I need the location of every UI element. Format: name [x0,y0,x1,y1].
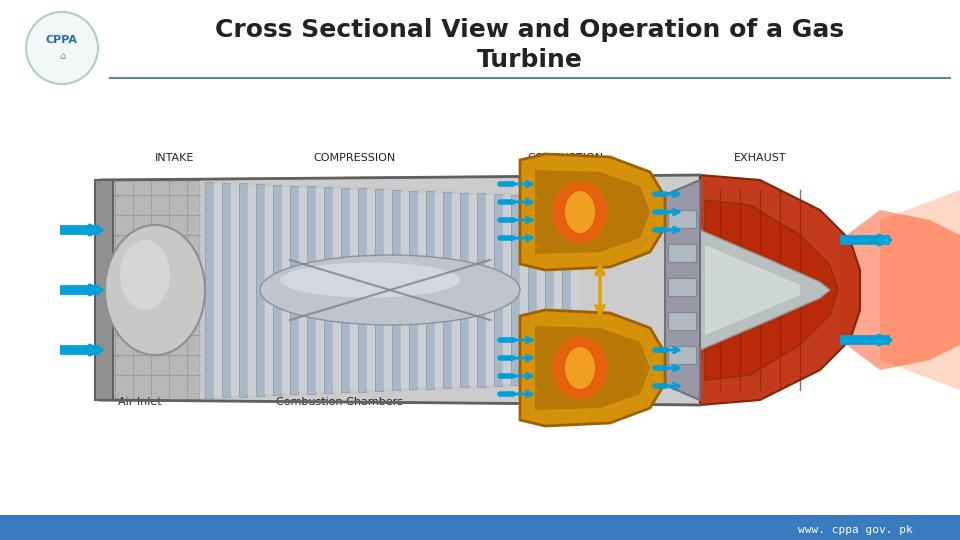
Bar [485,195,494,384]
Polygon shape [705,200,838,380]
Bar [562,197,570,383]
Polygon shape [705,245,800,335]
Bar [570,199,579,381]
Bar [281,187,290,393]
Polygon shape [200,180,575,400]
Bar [349,190,358,390]
Bar [468,195,477,385]
Bar [290,186,298,394]
Bar [460,193,468,387]
Bar [451,194,460,386]
Bar [443,192,451,388]
Ellipse shape [120,240,170,310]
Bar [315,188,324,392]
Bar [324,187,332,393]
Bar [375,189,383,391]
Polygon shape [665,180,700,400]
Bar [213,184,222,396]
Bar [426,191,434,389]
Bar [392,190,400,390]
Ellipse shape [280,262,460,298]
Bar [383,191,392,389]
Text: COMBUSTION: COMBUSTION [527,153,603,163]
Bar [0,515,960,540]
Text: CPPA: CPPA [46,35,78,45]
Ellipse shape [105,225,205,355]
Circle shape [26,12,98,84]
Bar [358,188,366,392]
Polygon shape [880,190,960,390]
Bar [528,195,536,384]
Polygon shape [535,326,650,410]
Bar [434,193,443,387]
Bar [553,198,562,382]
Bar [222,183,230,397]
Bar [536,198,545,382]
Text: www. cppa gov. pk: www. cppa gov. pk [798,525,912,535]
Bar [60,120,910,385]
Bar [494,194,502,386]
Polygon shape [535,170,650,254]
Bar [400,192,409,388]
Polygon shape [840,210,960,370]
Bar [668,244,696,262]
Polygon shape [100,180,200,400]
Bar [668,278,696,296]
Bar [668,312,696,330]
Bar [307,186,315,394]
Bar [409,191,417,389]
Text: ⌂: ⌂ [59,51,65,61]
Bar [519,197,528,383]
Polygon shape [700,175,860,405]
Bar [230,185,239,395]
Bar [668,210,696,228]
Bar [95,180,113,400]
Bar [273,185,281,395]
Text: Combustion Chambers: Combustion Chambers [276,397,403,407]
Text: COMPRESSION: COMPRESSION [314,153,396,163]
Text: INTAKE: INTAKE [156,153,195,163]
Polygon shape [520,310,665,426]
Bar [477,193,485,387]
Bar [239,184,247,396]
Bar [298,187,307,393]
Bar [264,186,273,394]
Bar [545,196,553,384]
Polygon shape [100,175,700,405]
Bar [502,196,511,384]
Polygon shape [520,154,665,270]
Text: Turbine: Turbine [477,48,583,72]
Ellipse shape [553,181,608,243]
Ellipse shape [565,347,595,389]
Text: EXHAUST: EXHAUST [733,153,786,163]
Text: Cross Sectional View and Operation of a Gas: Cross Sectional View and Operation of a … [215,18,845,42]
Bar [668,346,696,364]
Text: Turbine: Turbine [519,397,561,407]
Bar [247,185,256,395]
Bar [511,195,519,385]
Bar [341,188,349,392]
Bar [417,193,426,387]
Polygon shape [700,230,830,350]
Ellipse shape [553,337,608,399]
Bar [332,189,341,391]
Bar [256,184,264,396]
Ellipse shape [565,191,595,233]
Bar [366,191,375,389]
Bar [205,182,213,398]
Text: Air Inlet: Air Inlet [118,397,162,407]
Ellipse shape [260,255,520,325]
